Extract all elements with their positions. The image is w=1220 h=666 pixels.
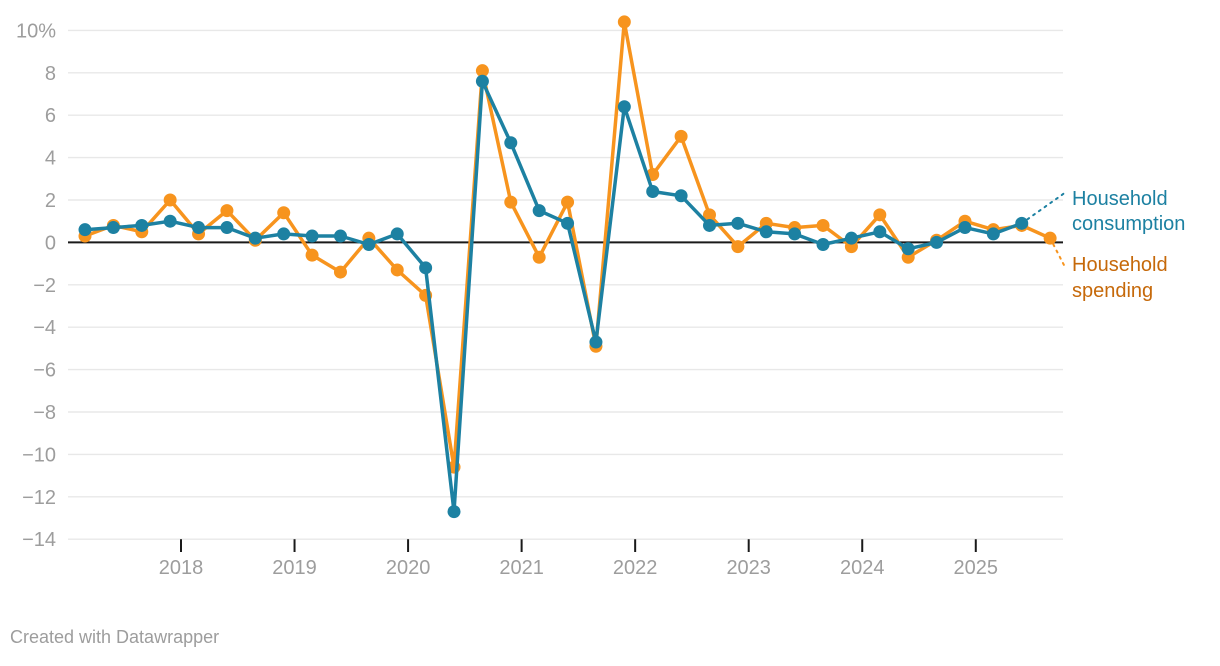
series-group	[78, 15, 1057, 519]
y-axis-tick-label: 2	[45, 190, 56, 212]
series-point-household-consumption[interactable]	[844, 231, 858, 245]
series-point-household-consumption[interactable]	[788, 227, 802, 241]
series-point-household-consumption[interactable]	[986, 227, 1000, 241]
series-point-household-consumption[interactable]	[362, 238, 376, 252]
x-axis-tick-label: 2022	[613, 557, 658, 579]
x-axis-tick-label: 2021	[499, 557, 544, 579]
series-point-household-consumption[interactable]	[333, 229, 347, 243]
y-axis-tick-label: −8	[33, 402, 56, 424]
series-point-household-consumption[interactable]	[220, 221, 234, 235]
y-axis-tick-label: 0	[45, 232, 56, 254]
series-point-household-consumption[interactable]	[106, 221, 120, 235]
series-point-household-consumption[interactable]	[390, 227, 404, 241]
series-point-household-consumption[interactable]	[305, 229, 319, 243]
series-point-household-spending[interactable]	[561, 195, 575, 209]
series-point-household-consumption[interactable]	[702, 218, 716, 232]
y-axis-tick-label: 4	[45, 148, 56, 170]
series-point-household-consumption[interactable]	[731, 216, 745, 230]
series-point-household-consumption[interactable]	[419, 261, 433, 275]
series-point-household-spending[interactable]	[617, 15, 631, 29]
y-axis-tick-label: −2	[33, 275, 56, 297]
x-axis-tick-label: 2025	[954, 557, 999, 579]
gridlines: 10% 8 6 4 2 0 −2 −4 −6 −8 −10 −12 −14	[16, 20, 1063, 551]
series-point-household-consumption[interactable]	[674, 189, 688, 203]
direct-labels: Household spending Household consumption	[1020, 188, 1185, 302]
series-point-household-consumption[interactable]	[816, 238, 830, 252]
series-point-household-spending[interactable]	[674, 129, 688, 143]
x-axis-tick-label: 2024	[840, 557, 885, 579]
x-axis: 2018 2019 2020 2021 2022 2023 2024 2025	[159, 539, 998, 579]
series-line-household-consumption	[83, 79, 1024, 514]
series-point-household-consumption[interactable]	[504, 136, 518, 150]
label-leader-line-household-spending	[1049, 237, 1067, 270]
series-point-household-consumption[interactable]	[958, 221, 972, 235]
y-axis-tick-label: −10	[22, 444, 56, 466]
series-point-household-spending[interactable]	[390, 263, 404, 277]
y-axis-tick-label: −6	[33, 360, 56, 382]
series-point-household-consumption[interactable]	[135, 218, 149, 232]
series-point-household-spending[interactable]	[475, 64, 489, 78]
series-point-household-spending[interactable]	[504, 195, 518, 209]
y-axis-tick-label: 8	[45, 63, 56, 85]
y-axis-tick-label: 6	[45, 105, 56, 127]
series-point-household-consumption[interactable]	[192, 221, 206, 235]
series-point-household-spending[interactable]	[532, 250, 546, 264]
y-axis-tick-label: 10%	[16, 20, 56, 42]
series-point-household-consumption[interactable]	[759, 225, 773, 239]
series-point-household-consumption[interactable]	[646, 185, 660, 199]
series-point-household-consumption[interactable]	[589, 335, 603, 349]
series-point-household-consumption[interactable]	[617, 100, 631, 114]
series-point-household-spending[interactable]	[702, 208, 716, 222]
x-axis-tick-label: 2018	[159, 557, 204, 579]
series-point-household-spending[interactable]	[163, 193, 177, 207]
y-axis-tick-label: −14	[22, 529, 56, 551]
series-point-household-spending[interactable]	[731, 240, 745, 254]
series-point-household-consumption[interactable]	[447, 505, 461, 519]
series-point-household-consumption[interactable]	[277, 227, 291, 241]
x-axis-tick-label: 2019	[272, 557, 317, 579]
series-point-household-spending[interactable]	[220, 204, 234, 218]
series-point-household-spending[interactable]	[305, 248, 319, 262]
series-direct-label-household-spending: Household spending	[1072, 254, 1168, 302]
series-direct-label-household-consumption: Household consumption	[1072, 188, 1185, 235]
x-axis-tick-label: 2023	[726, 557, 771, 579]
y-axis-tick-label: −4	[33, 317, 56, 339]
datawrapper-credit-link[interactable]: Created with Datawrapper	[10, 627, 220, 647]
series-point-household-consumption[interactable]	[248, 231, 262, 245]
series-point-household-consumption[interactable]	[873, 225, 887, 239]
series-point-household-spending[interactable]	[277, 206, 291, 220]
series-point-household-consumption[interactable]	[901, 242, 915, 256]
label-leader-line-household-consumption	[1020, 191, 1067, 225]
series-point-household-spending[interactable]	[873, 208, 887, 222]
series-point-household-consumption[interactable]	[475, 74, 489, 88]
y-axis-tick-label: −12	[22, 487, 56, 509]
series-point-household-consumption[interactable]	[561, 216, 575, 230]
series-point-household-consumption[interactable]	[78, 223, 92, 237]
series-point-household-spending[interactable]	[333, 265, 347, 279]
series-point-household-consumption[interactable]	[930, 235, 944, 249]
series-point-household-spending[interactable]	[816, 218, 830, 232]
x-axis-tick-label: 2020	[386, 557, 431, 579]
series-point-household-consumption[interactable]	[163, 214, 177, 228]
series-point-household-consumption[interactable]	[532, 204, 546, 218]
